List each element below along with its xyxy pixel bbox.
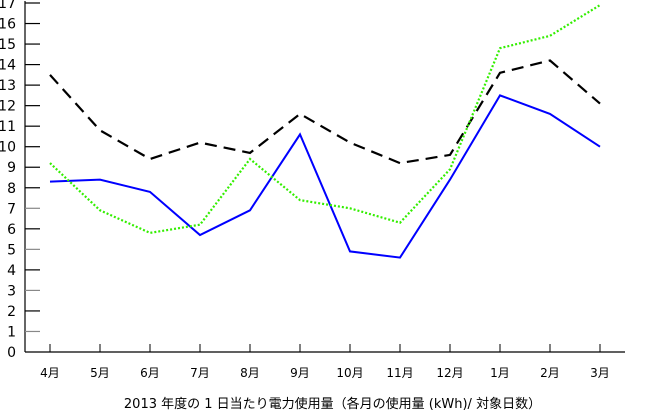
x-tick-label: 4月 <box>40 366 60 380</box>
y-tick-label: 3 <box>7 283 16 299</box>
x-tick-label: 5月 <box>90 366 110 380</box>
x-tick-label: 7月 <box>190 366 210 380</box>
series-black-dashed <box>49 59 601 165</box>
x-tick-label: 3月 <box>590 366 610 380</box>
y-tick-label: 17 <box>0 0 16 12</box>
y-tick-label: 4 <box>7 263 16 279</box>
y-tick-label: 12 <box>0 99 16 115</box>
y-tick-label: 5 <box>7 242 16 258</box>
y-tick-label: 10 <box>0 140 16 156</box>
series-blue-solid <box>49 94 601 259</box>
x-tick-label: 10月 <box>336 366 363 380</box>
series-layer <box>49 4 601 259</box>
y-tick-label: 16 <box>0 17 16 33</box>
y-tick-label: 9 <box>7 160 16 176</box>
x-tick-label: 1月 <box>490 366 510 380</box>
x-tick-label: 9月 <box>290 366 310 380</box>
y-tick-label: 7 <box>7 201 16 217</box>
series-green-dotted <box>49 4 601 235</box>
y-tick-label: 6 <box>7 222 16 238</box>
y-tick-label: 0 <box>7 345 16 361</box>
x-axis: 4月 5月 6月 7月 8月 9月 10月 11月 12月 1月 2月 3月 <box>25 344 625 380</box>
y-tick-label: 2 <box>7 304 16 320</box>
y-tick-label: 1 <box>7 324 16 340</box>
y-tick-label: 15 <box>0 37 16 53</box>
x-tick-label: 6月 <box>140 366 160 380</box>
y-tick-label: 14 <box>0 58 16 74</box>
x-tick-label: 8月 <box>240 366 260 380</box>
y-tick-label: 8 <box>7 181 16 197</box>
x-tick-label: 12月 <box>436 366 463 380</box>
x-tick-label: 11月 <box>386 366 413 380</box>
chart-title: 2013 年度の 1 日当たり電力使用量（各月の使用量 (kWh)/ 対象日数） <box>123 397 542 412</box>
y-tick-label: 13 <box>0 78 16 94</box>
y-tick-label: 11 <box>0 119 16 135</box>
x-tick-label: 2月 <box>540 366 560 380</box>
